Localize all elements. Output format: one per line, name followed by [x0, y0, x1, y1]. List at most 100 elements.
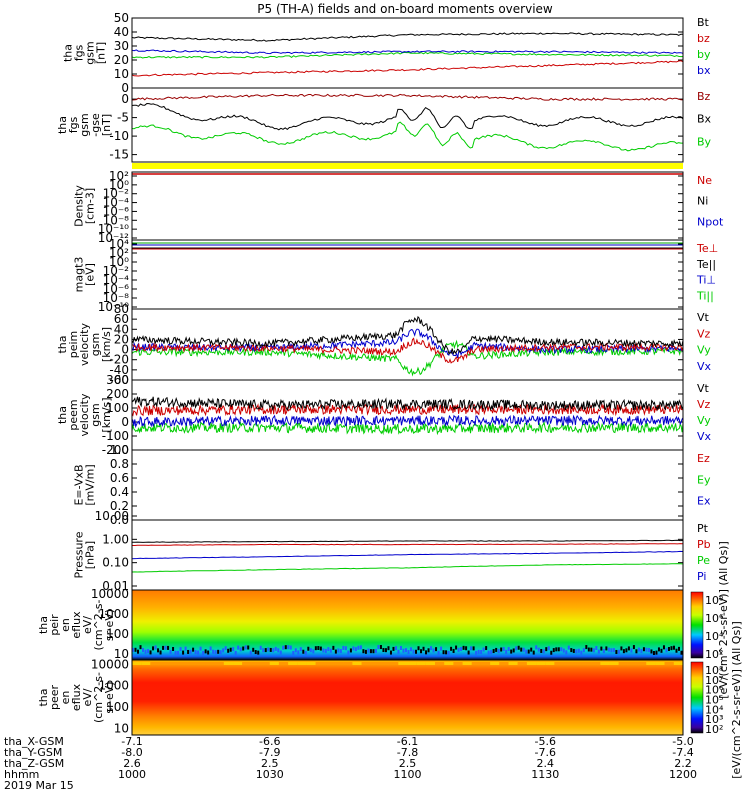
- peir-noise-cell: [597, 649, 600, 654]
- peer-stripe-cell: [618, 662, 628, 665]
- peer-stripe-cell: [306, 662, 316, 665]
- y-tick-label: 10⁻¹²: [98, 231, 129, 245]
- peir-noise-cell: [542, 649, 545, 654]
- peer-stripe-cell: [242, 662, 252, 665]
- peir-noise-cell: [432, 648, 435, 653]
- y-tick-label: 100: [106, 627, 129, 641]
- peer-stripe-cell: [159, 662, 169, 665]
- peer-stripe-cell: [297, 662, 307, 665]
- peir-noise-cell: [555, 647, 558, 652]
- peir-noise-cell: [415, 649, 418, 654]
- y-tick-label: -60: [109, 373, 129, 387]
- peer-stripe-cell: [646, 662, 656, 665]
- peir-noise-cell: [602, 648, 605, 653]
- colorbar-peer: [690, 661, 704, 734]
- peir-noise-cell: [342, 645, 345, 650]
- peir-noise-cell: [182, 650, 185, 655]
- x-tick-label: 2.4: [537, 757, 555, 770]
- y-tick-label: 0: [121, 415, 129, 429]
- peer-stripe-cell: [508, 662, 518, 665]
- legend-ez: Ez: [697, 452, 710, 465]
- peir-noise-cell: [580, 650, 583, 655]
- peir-noise-cell: [407, 649, 410, 654]
- peir-noise-cell: [174, 650, 177, 655]
- y-tick-label: 0.8: [110, 457, 129, 471]
- peir-noise-cell: [319, 646, 322, 651]
- peer-stripe-cell: [288, 662, 298, 665]
- legend-bz: bz: [697, 32, 710, 45]
- peir-noise-cell: [327, 647, 330, 652]
- peir-noise-cell: [657, 647, 660, 652]
- peir-noise-cell: [259, 645, 262, 650]
- peir-noise-cell: [194, 650, 197, 655]
- series-line-peem-vy: [131, 420, 684, 436]
- y-tick-label: 10⁻⁶: [103, 282, 130, 296]
- peir-noise-cell: [399, 645, 402, 650]
- legend-pi: Pi: [697, 570, 706, 583]
- series-line-by: [131, 121, 683, 152]
- peir-noise-cell: [512, 648, 515, 653]
- peir-noise-cell: [520, 647, 523, 652]
- y-axis-label: Pressure: [73, 531, 86, 578]
- peir-noise-cell: [134, 647, 137, 652]
- plot-title: P5 (TH-A) fields and on-board moments ov…: [257, 2, 553, 16]
- peer-stripe-cell: [480, 662, 491, 665]
- peir-noise-cell: [620, 646, 623, 651]
- peir-noise-cell: [640, 648, 643, 653]
- peir-noise-cell: [384, 648, 387, 653]
- peer-stripe-cell: [536, 662, 546, 665]
- peir-noise-cell: [314, 646, 317, 651]
- x-row-label: tha_X-GSM: [4, 735, 64, 748]
- peer-stripe-cell: [334, 662, 344, 665]
- peer-stripe-cell: [453, 662, 463, 665]
- peir-noise-cell: [349, 648, 352, 653]
- y-tick-label: 10⁰: [109, 255, 129, 269]
- peir-noise-cell: [232, 647, 235, 652]
- peer-stripe-cell: [425, 662, 436, 665]
- peir-noise-cell: [269, 647, 272, 652]
- peir-noise-cell: [452, 648, 455, 653]
- peer-stripe-cell: [416, 662, 426, 665]
- y-axis-label: tha: [37, 688, 50, 706]
- series-line-pi: [131, 550, 684, 560]
- peir-noise-cell: [655, 650, 658, 655]
- peer-stripe-cell: [214, 662, 224, 665]
- peir-noise-cell: [475, 650, 478, 655]
- y-tick-label: 10000: [91, 587, 129, 601]
- colorbar-tick-label: 10³: [705, 713, 723, 726]
- y-axis-label: magt3: [73, 257, 86, 293]
- peir-noise-cell: [277, 648, 280, 653]
- peir-noise-cell: [227, 648, 230, 653]
- y-tick-label: 1000: [98, 607, 129, 621]
- peir-noise-cell: [637, 647, 640, 652]
- peir-noise-cell: [665, 648, 668, 653]
- y-axis-label: [mV/m]: [84, 464, 97, 505]
- peir-noise-cell: [625, 648, 628, 653]
- peir-noise-cell: [169, 649, 172, 654]
- series-line-bx: [131, 49, 684, 55]
- series-line-peim-vy: [131, 339, 684, 377]
- peir-noise-cell: [237, 645, 240, 650]
- peir-noise-cell: [302, 649, 305, 654]
- y-tick-label: 60: [114, 312, 129, 326]
- peir-noise-cell: [517, 645, 520, 650]
- peir-noise-cell: [317, 646, 320, 651]
- y-tick-label: 1000: [98, 679, 129, 693]
- peir-noise-cell: [164, 645, 167, 650]
- y-axis-label: sr-eV): [103, 681, 116, 713]
- peer-stripe-cell: [526, 662, 537, 665]
- y-axis-label: eflux: [70, 611, 83, 639]
- y-tick-label: 200: [106, 387, 129, 401]
- peir-noise-cell: [565, 650, 568, 655]
- x-tick-label: 2.5: [261, 757, 279, 770]
- peir-noise-cell: [537, 647, 540, 652]
- peer-stripe-cell: [278, 662, 289, 665]
- x-tick-label: -6.6: [259, 735, 280, 748]
- peir-noise-cell: [660, 648, 663, 653]
- series-layer: [131, 17, 684, 736]
- series-line-peim-vt: [131, 315, 684, 356]
- peir-noise-cell: [304, 650, 307, 655]
- peir-noise-cell: [505, 649, 508, 654]
- peer-stripe-cell: [664, 662, 674, 665]
- peir-noise-cell: [550, 650, 553, 655]
